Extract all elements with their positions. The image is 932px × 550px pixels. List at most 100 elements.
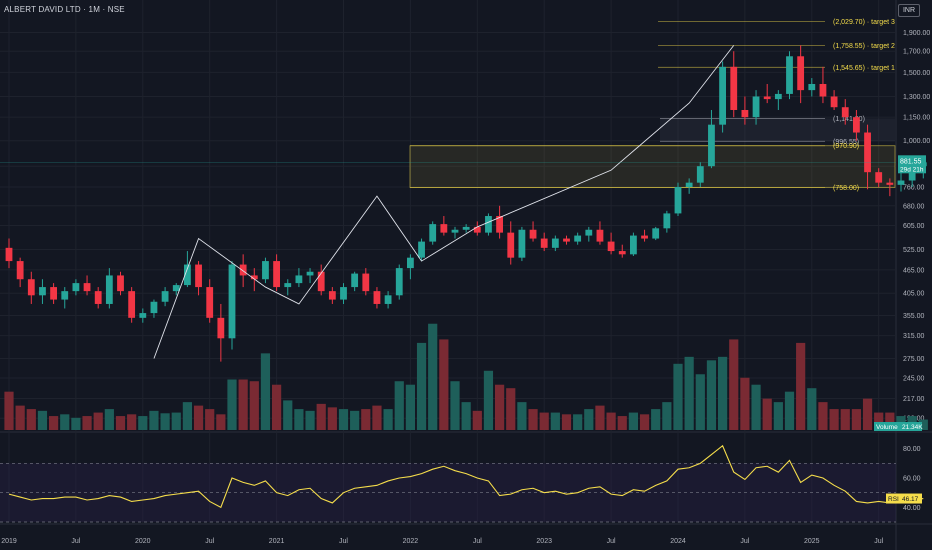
volume-bar — [628, 412, 638, 430]
price-tick-label: 465.00 — [903, 267, 925, 274]
volume-bar — [238, 379, 248, 430]
rsi-tick-label: 60.00 — [903, 476, 921, 483]
rsi-line — [8, 444, 924, 509]
rsi-value: 46.17 — [902, 496, 919, 503]
candle-body — [518, 229, 526, 258]
volume-bar — [193, 405, 204, 430]
candle-body — [551, 238, 559, 248]
volume-bar — [294, 409, 304, 430]
candle-body — [228, 264, 236, 339]
candle-body — [797, 56, 805, 91]
volume-bar — [807, 388, 817, 430]
volume-bar — [26, 409, 36, 430]
volume-bar — [216, 414, 226, 430]
time-tick-label: 2022 — [403, 538, 419, 545]
candle-body — [763, 96, 771, 100]
price-tick-label: 1,150.00 — [903, 115, 930, 122]
price-tick-label: 315.00 — [903, 333, 925, 340]
volume-bar — [361, 409, 371, 430]
candle-body — [897, 180, 905, 185]
volume-bar — [851, 409, 861, 430]
volume-value: 21.34K — [902, 424, 923, 431]
time-tick-label: Jul — [740, 538, 749, 545]
support-zone — [409, 145, 896, 188]
candle-body — [451, 229, 459, 233]
volume-bar — [260, 353, 271, 430]
level-label: (996.55) — [833, 139, 859, 146]
candle-body — [217, 317, 225, 339]
candle-body — [429, 224, 437, 242]
price-tick-label: 605.00 — [903, 223, 925, 230]
candle-body — [5, 247, 13, 262]
price-tick-label: 525.00 — [903, 247, 925, 254]
level-label: (1,141.30) — [833, 116, 865, 123]
candle-body — [50, 287, 57, 300]
candle-body — [395, 268, 403, 296]
volume-bar — [762, 398, 772, 430]
candle-body — [418, 241, 425, 258]
candle-body — [161, 291, 169, 302]
candle-body — [195, 264, 202, 288]
volume-bar — [528, 409, 538, 430]
volume-bar — [773, 402, 783, 430]
candle-body — [496, 216, 503, 233]
price-tick-label: 355.00 — [903, 313, 925, 320]
time-tick-label: 2020 — [135, 538, 151, 545]
candle-body — [27, 279, 35, 296]
candle-body — [150, 301, 158, 314]
volume-bar — [840, 409, 850, 430]
volume-bar — [461, 402, 471, 430]
volume-bar — [673, 363, 683, 430]
candle-body — [886, 182, 894, 185]
volume-bar — [584, 409, 594, 430]
candle-body — [708, 124, 715, 167]
candle-body — [105, 275, 113, 304]
candle-body — [674, 187, 682, 214]
candle-body — [641, 235, 648, 239]
candle-body — [250, 275, 258, 280]
candle-body — [696, 166, 704, 183]
candle-body — [808, 83, 816, 91]
volume-bar — [784, 391, 795, 430]
volume-bar — [862, 398, 873, 430]
candle-body — [72, 283, 80, 292]
currency-badge[interactable]: INR — [897, 4, 920, 17]
volume-bar — [706, 360, 717, 430]
candle-body — [351, 273, 359, 288]
volume-bar — [550, 412, 560, 430]
candle-body — [273, 261, 280, 288]
volume-bar — [394, 381, 404, 430]
volume-bar — [729, 339, 739, 430]
candle-body — [607, 241, 615, 252]
candle-body — [630, 235, 637, 255]
candle-body — [741, 109, 749, 118]
candle-body — [685, 182, 693, 188]
candle-body — [652, 228, 660, 239]
volume-bar — [639, 414, 650, 430]
price-tick-label: 760.00 — [903, 185, 925, 192]
candle-body — [172, 285, 180, 292]
candle-body — [284, 283, 292, 288]
volume-bar — [428, 323, 438, 430]
volume-bar — [127, 414, 137, 430]
price-tick-label: 1,300.00 — [903, 94, 930, 101]
symbol-title: ALBERT DAVID LTD · 1M · NSE — [4, 5, 125, 14]
volume-bar — [272, 384, 282, 430]
volume-bar — [82, 416, 92, 430]
candle-body — [473, 226, 481, 233]
candle-body — [362, 273, 370, 292]
time-tick-label: 2023 — [536, 538, 552, 545]
volume-bar — [160, 413, 170, 430]
candle-body — [563, 238, 570, 242]
volume-bar — [818, 402, 828, 430]
volume-bar — [327, 407, 337, 430]
candle-body — [61, 291, 69, 300]
volume-bar — [483, 370, 494, 430]
volume-bar — [372, 405, 382, 430]
candle-body — [908, 166, 916, 181]
price-tick-label: 275.00 — [903, 356, 925, 363]
candle-body — [596, 229, 604, 242]
candle-body — [830, 96, 838, 108]
